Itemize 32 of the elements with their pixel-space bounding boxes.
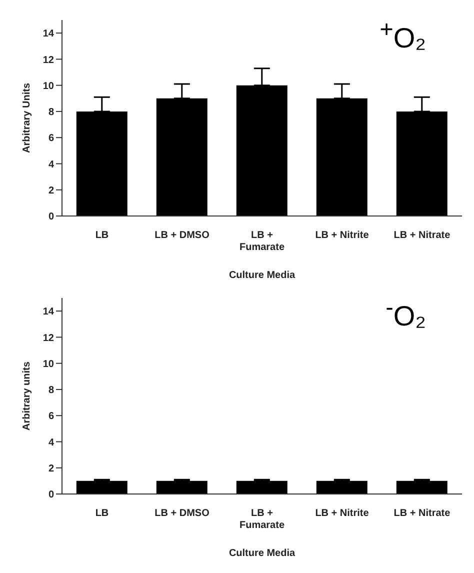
y-tick-label: 2 [48, 463, 54, 474]
y-axis-title: Arbitrary units [22, 361, 33, 430]
y-axis-title: Arbitrary Units [22, 82, 33, 154]
chart-title: $^{-}$O₂ [386, 294, 426, 332]
y-tick-label: 2 [48, 185, 54, 196]
x-tick-label: LB + Nitrate [394, 508, 451, 519]
chart-title: $^{+}$O₂ [380, 16, 426, 54]
y-tick-label: 12 [42, 54, 54, 66]
x-tick-label: LB + DMSO [154, 230, 210, 241]
y-tick-label: 8 [48, 107, 54, 118]
x-tick-label: LB [95, 508, 109, 519]
x-tick-label: LB + Nitrite [315, 508, 370, 519]
y-tick-label: 10 [42, 80, 54, 92]
y-tick-label: 12 [42, 332, 54, 344]
y-tick-label: 10 [42, 358, 54, 370]
y-tick-label: 14 [42, 28, 54, 40]
x-axis-title: Culture Media [228, 548, 296, 559]
y-tick-label: 6 [48, 411, 54, 422]
x-tick-label: LB + Nitrite [315, 230, 370, 241]
x-tick-label: LB + Fumarate [239, 230, 285, 253]
y-tick-label: 14 [42, 306, 54, 318]
y-tick-label: 8 [48, 385, 54, 396]
y-tick-label: 0 [48, 490, 54, 501]
y-tick-label: 4 [48, 437, 54, 448]
y-tick-label: 4 [48, 159, 54, 170]
y-tick-label: 6 [48, 133, 54, 144]
x-axis-title: Culture Media [228, 270, 296, 281]
x-tick-label: LB [95, 230, 109, 241]
y-tick-label: 0 [48, 212, 54, 223]
x-tick-label: LB + DMSO [154, 508, 210, 519]
x-tick-label: LB + Fumarate [239, 508, 285, 531]
x-tick-label: LB + Nitrate [394, 230, 451, 241]
